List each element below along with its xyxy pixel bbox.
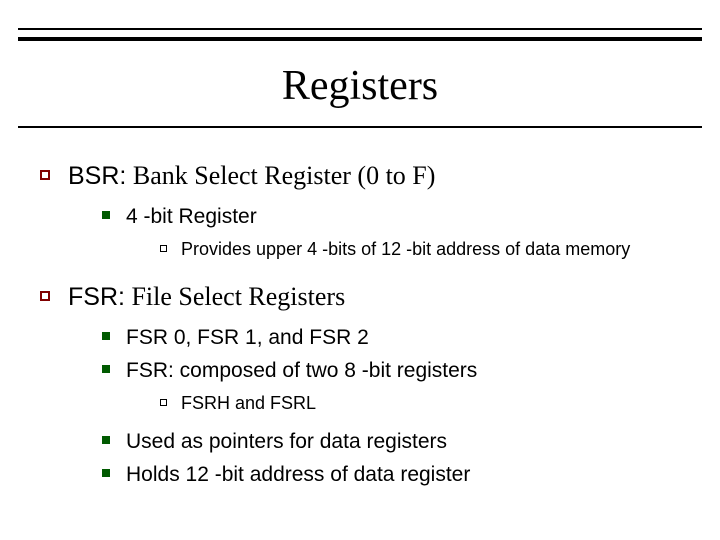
list-item: FSR: File Select Registers FSR 0, FSR 1,… bbox=[40, 281, 690, 494]
list-item: BSR: Bank Select Register (0 to F) 4 ‑bi… bbox=[40, 160, 690, 273]
list-item: FSRH and FSRL bbox=[160, 392, 690, 415]
list-item-content: Used as pointers for data registers bbox=[126, 428, 690, 455]
outline-level-3: FSRH and FSRL bbox=[160, 392, 690, 415]
list-item-text: FSR: File Select Registers bbox=[68, 281, 690, 314]
outline-level-3: Provides upper 4 ‑bits of 12 ‑bit addres… bbox=[160, 238, 690, 261]
square-outline-bullet-icon bbox=[40, 170, 50, 180]
list-item-text: Used as pointers for data registers bbox=[126, 428, 690, 455]
slide-title: Registers bbox=[0, 62, 720, 110]
list-item: Provides upper 4 ‑bits of 12 ‑bit addres… bbox=[160, 238, 690, 261]
list-item-text: FSR: composed of two 8 ‑bit registers bbox=[126, 357, 690, 384]
list-item: 4 ‑bit Register Provides upper 4 ‑bits o… bbox=[102, 203, 690, 268]
list-item: Holds 12 ‑bit address of data register bbox=[102, 461, 690, 488]
item-main-text: Bank Select Register (0 to F) bbox=[133, 161, 436, 190]
square-solid-bullet-icon bbox=[102, 211, 110, 219]
list-item: Used as pointers for data registers bbox=[102, 428, 690, 455]
slide-body: BSR: Bank Select Register (0 to F) 4 ‑bi… bbox=[40, 160, 690, 502]
top-rule bbox=[18, 28, 702, 41]
square-solid-bullet-icon bbox=[102, 332, 110, 340]
list-item-content: FSR 0, FSR 1, and FSR 2 bbox=[126, 324, 690, 351]
square-outline-bullet-icon bbox=[40, 291, 50, 301]
list-item-content: FSR: File Select Registers FSR 0, FSR 1,… bbox=[68, 281, 690, 494]
outline-level-2: FSR 0, FSR 1, and FSR 2 FSR: composed of… bbox=[102, 324, 690, 489]
slide: Registers BSR: Bank Select Register (0 t… bbox=[0, 0, 720, 540]
title-rule bbox=[18, 126, 702, 128]
square-solid-bullet-icon bbox=[102, 365, 110, 373]
item-main-text: File Select Registers bbox=[131, 282, 345, 311]
square-outline-small-bullet-icon bbox=[160, 245, 167, 252]
square-solid-bullet-icon bbox=[102, 436, 110, 444]
list-item-content: Holds 12 ‑bit address of data register bbox=[126, 461, 690, 488]
outline-level-2: 4 ‑bit Register Provides upper 4 ‑bits o… bbox=[102, 203, 690, 268]
list-item-text: Provides upper 4 ‑bits of 12 ‑bit addres… bbox=[181, 238, 630, 261]
item-prefix: BSR: bbox=[68, 162, 126, 190]
item-prefix: FSR: bbox=[68, 283, 125, 311]
list-item-text: FSRH and FSRL bbox=[181, 392, 316, 415]
list-item: FSR 0, FSR 1, and FSR 2 bbox=[102, 324, 690, 351]
square-solid-bullet-icon bbox=[102, 469, 110, 477]
square-outline-small-bullet-icon bbox=[160, 399, 167, 406]
list-item-text: BSR: Bank Select Register (0 to F) bbox=[68, 160, 690, 193]
list-item-content: 4 ‑bit Register Provides upper 4 ‑bits o… bbox=[126, 203, 690, 268]
list-item: FSR: composed of two 8 ‑bit registers FS… bbox=[102, 357, 690, 422]
outline-level-1: BSR: Bank Select Register (0 to F) 4 ‑bi… bbox=[40, 160, 690, 494]
list-item-text: Holds 12 ‑bit address of data register bbox=[126, 461, 690, 488]
list-item-text: 4 ‑bit Register bbox=[126, 203, 690, 230]
list-item-text: FSR 0, FSR 1, and FSR 2 bbox=[126, 324, 690, 351]
list-item-content: FSR: composed of two 8 ‑bit registers FS… bbox=[126, 357, 690, 422]
list-item-content: BSR: Bank Select Register (0 to F) 4 ‑bi… bbox=[68, 160, 690, 273]
